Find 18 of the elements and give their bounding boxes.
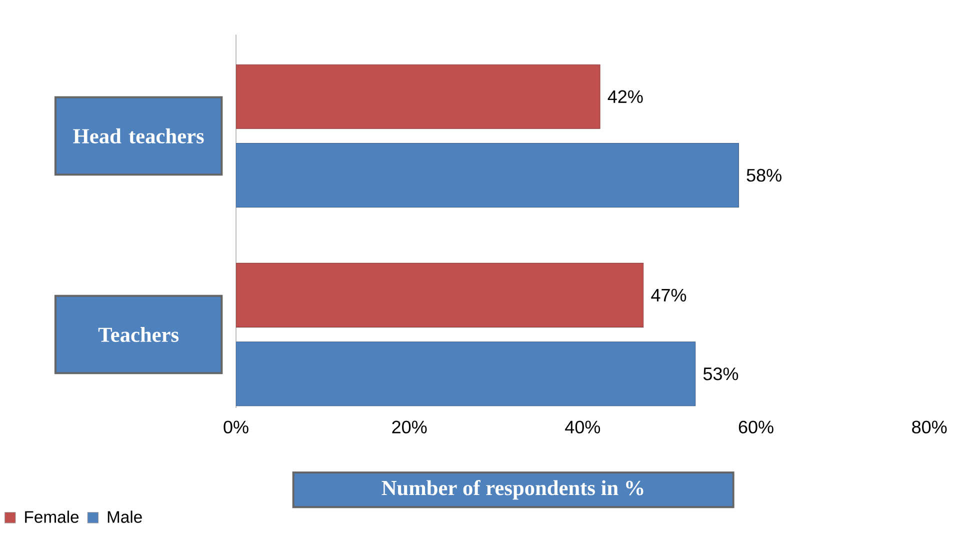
x-axis-title: Number of respondents in % [382, 480, 644, 500]
x-tick-label: 40% [565, 420, 600, 434]
data-label: 58% [746, 168, 782, 182]
legend-label: Female [25, 510, 79, 523]
x-tick-label: 80% [912, 420, 947, 434]
x-tick-label: 0% [224, 420, 248, 434]
data-label: 47% [651, 288, 686, 302]
bar [236, 143, 739, 208]
data-label: 53% [703, 367, 738, 380]
bar [236, 64, 600, 129]
bar [236, 342, 696, 406]
bar [236, 262, 644, 328]
y-tick-label: Teachers [98, 327, 179, 342]
y-tick-label: Head teachers [73, 128, 204, 144]
legend-label: Male [108, 510, 142, 523]
data-label: 42% [608, 90, 643, 103]
x-tick-label: 60% [738, 420, 774, 434]
x-tick-label: 20% [392, 420, 427, 434]
